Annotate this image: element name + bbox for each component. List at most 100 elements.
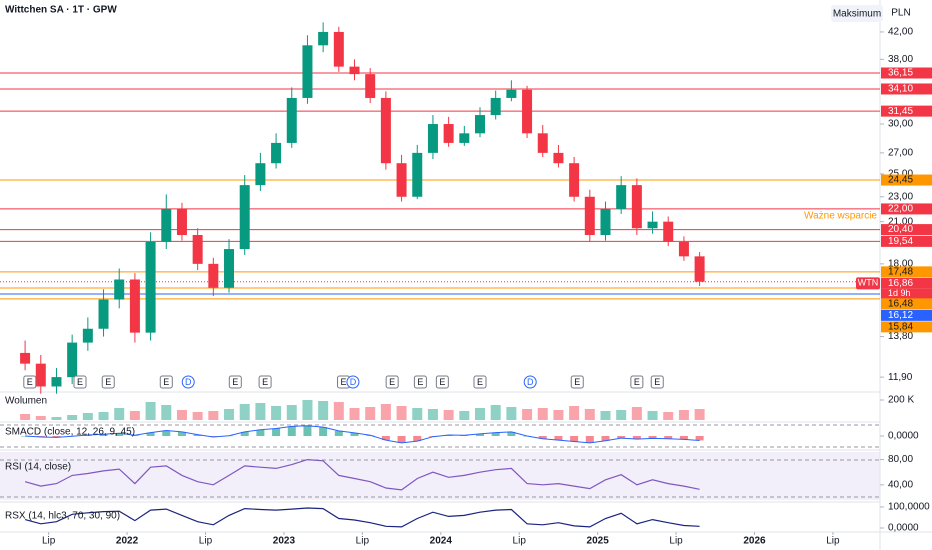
scale-button-bg[interactable]: [831, 5, 883, 22]
volume-bar: [616, 410, 627, 420]
candle-body: [82, 328, 93, 343]
macd-bar: [554, 436, 563, 441]
volume-bar: [35, 416, 46, 420]
price-tag-bg: [881, 277, 932, 289]
candle-body: [98, 299, 109, 329]
macd-bar: [319, 427, 328, 436]
candle-body: [208, 263, 219, 288]
volume-bar: [522, 409, 533, 420]
volume-bar: [443, 410, 454, 420]
x-tick-label: 2024: [430, 536, 453, 547]
candle-body: [600, 208, 611, 236]
price-tag: 16,12: [888, 310, 913, 321]
macd-bar: [617, 436, 626, 439]
volume-bar: [396, 406, 407, 420]
earnings-marker: [435, 375, 449, 389]
candle-body: [678, 241, 689, 257]
volume-bar: [192, 412, 203, 420]
x-tick-label: Lip: [669, 536, 683, 547]
event-label: E: [477, 377, 483, 387]
price-tag-bg: [881, 309, 932, 321]
symbol-tag: WTN: [858, 278, 879, 288]
currency: PLN: [891, 8, 910, 19]
x-tick-label: Lip: [826, 536, 840, 547]
macd-bar: [334, 430, 343, 436]
volume-bar: [349, 408, 360, 420]
volume-bar: [506, 407, 517, 420]
macd-bar: [601, 436, 610, 441]
event-label: E: [439, 377, 445, 387]
dividend-marker: [181, 375, 195, 389]
price-tag: 22,00: [888, 204, 913, 215]
y-tick-label: 25,00: [888, 169, 913, 180]
event-label: E: [262, 377, 268, 387]
annotation: Ważne wsparcie: [804, 211, 877, 222]
macd-bar: [476, 433, 484, 436]
macd-bar: [632, 436, 641, 440]
volume-bar: [286, 405, 297, 420]
x-tick-label: 2025: [587, 536, 610, 547]
event-label: E: [232, 377, 238, 387]
volume-bar: [600, 411, 611, 420]
macd-bar: [99, 434, 108, 436]
candle-body: [365, 74, 376, 98]
volume-bar: [678, 410, 689, 420]
volume-bar: [380, 404, 391, 420]
x-tick-label: 2023: [273, 536, 296, 547]
candle-body: [553, 152, 564, 164]
earnings-marker: [413, 375, 427, 389]
candle-body: [239, 185, 250, 250]
x-tick-label: Lip: [513, 536, 527, 547]
volume-bar: [427, 409, 438, 420]
price-tag-bg: [881, 321, 932, 333]
x-tick-label: Lip: [356, 536, 370, 547]
price-tag: 20,40: [888, 224, 913, 235]
earnings-marker: [228, 375, 242, 389]
y-tick-label: 13,80: [888, 331, 913, 342]
price-tag-bg: [881, 224, 932, 236]
volume-bar: [51, 417, 62, 420]
price-tag-bg: [881, 203, 932, 215]
macd-bar: [146, 432, 155, 436]
volume-bar: [161, 405, 172, 420]
volume-bar: [365, 407, 376, 420]
rsi-background: [0, 452, 880, 500]
price-tag-bg: [881, 174, 932, 186]
price-tag: 16,48: [888, 299, 913, 310]
volume-bar: [114, 408, 125, 420]
event-label: E: [417, 377, 423, 387]
volume-bar: [553, 410, 564, 420]
macd-bar: [507, 431, 516, 436]
candle-body: [459, 133, 470, 143]
volume-bar: [475, 408, 485, 420]
candle-body: [380, 97, 391, 164]
earnings-marker: [23, 375, 37, 389]
event-label: E: [27, 377, 33, 387]
x-tick-label: Lip: [199, 536, 213, 547]
price-tag-bg: [881, 298, 932, 310]
volume-bar: [129, 411, 140, 420]
chart-title: Wittchen SA · 1T · GPW: [5, 5, 117, 16]
earnings-marker: [159, 375, 173, 389]
candle-body: [506, 89, 517, 98]
macd-bar: [491, 432, 500, 436]
macd-bar: [585, 436, 594, 443]
y-tick-label: 80,00: [888, 454, 913, 465]
candle-body: [537, 133, 548, 153]
candle-body: [271, 142, 282, 164]
event-label: D: [350, 377, 357, 387]
macd-bar: [538, 436, 547, 439]
indicator-line: [24, 507, 700, 528]
candle-body: [584, 196, 595, 236]
price-tag: 34,10: [888, 84, 913, 95]
scale-button[interactable]: Maksimum: [833, 9, 881, 20]
volume-bar: [490, 405, 501, 420]
macd-bar: [303, 425, 312, 436]
volume-bar: [694, 409, 705, 420]
price-tag-bg: [881, 67, 932, 79]
candle-body: [412, 152, 423, 197]
event-label: E: [574, 377, 580, 387]
y-tick-label: 100,0000: [888, 502, 930, 513]
event-label: E: [341, 377, 347, 387]
price-tag: 31,45: [888, 106, 913, 117]
